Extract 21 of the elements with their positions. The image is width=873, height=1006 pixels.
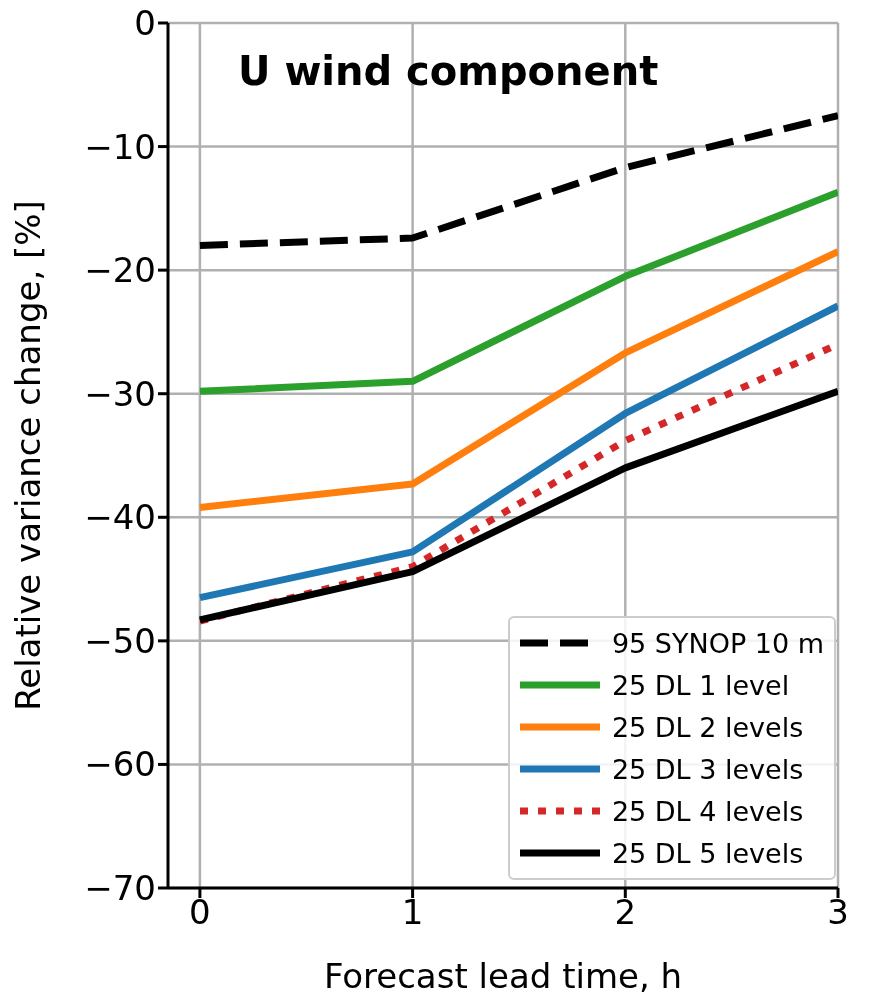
legend-label: 95 SYNOP 10 m xyxy=(611,627,824,659)
legend-label: 25 DL 1 level xyxy=(611,669,790,701)
x-tick-label: 0 xyxy=(189,892,211,933)
legend-label: 25 DL 4 levels xyxy=(611,795,804,827)
y-tick-label: −50 xyxy=(84,620,156,661)
text: U wind component xyxy=(238,48,659,94)
x-tick-label: 3 xyxy=(827,892,849,933)
y-tick-label: −10 xyxy=(84,126,156,167)
y-axis-title: Relative variance change, [%] xyxy=(8,200,49,711)
y-tick-label: −20 xyxy=(84,250,156,291)
x-axis-title: Forecast lead time, h xyxy=(323,956,683,996)
x-tick-label: 2 xyxy=(614,892,637,933)
x-tick-label: 1 xyxy=(401,892,424,933)
y-tick-label: −70 xyxy=(84,868,156,909)
y-tick-label: −40 xyxy=(84,497,156,538)
legend-label: 25 DL 5 levels xyxy=(611,837,804,869)
legend-label: 25 DL 2 levels xyxy=(611,711,804,743)
y-tick-label: −30 xyxy=(84,373,156,414)
y-tick-label: 0 xyxy=(134,3,156,44)
legend-label: 25 DL 3 levels xyxy=(611,753,804,785)
y-tick-label: −60 xyxy=(84,744,156,785)
